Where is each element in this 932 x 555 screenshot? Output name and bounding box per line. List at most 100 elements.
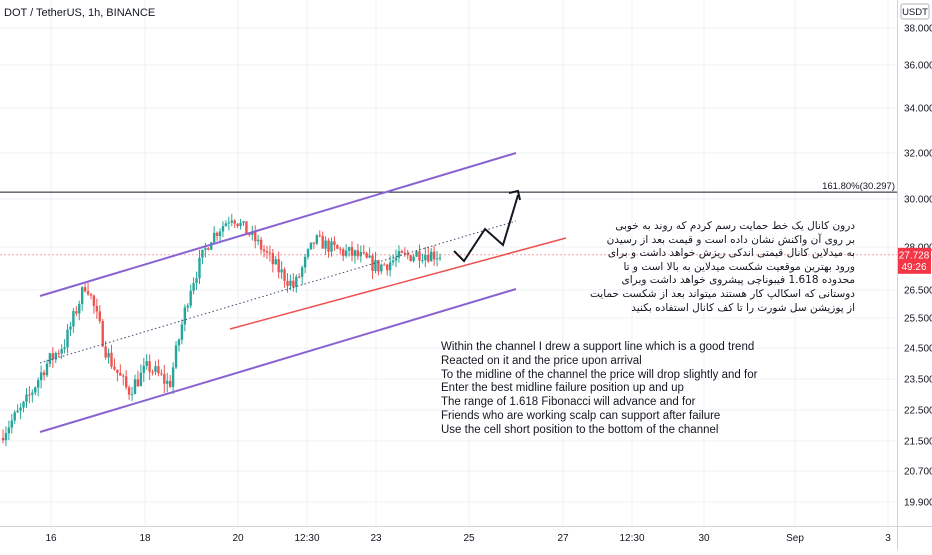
candle-body (336, 245, 339, 249)
english-note-line: Reacted on it and the price upon arrival (441, 354, 642, 367)
candle-body (362, 252, 365, 254)
candle-body (365, 253, 368, 258)
candle-body (39, 372, 43, 381)
candle-body (177, 339, 181, 346)
candle-body (28, 394, 31, 396)
price-tick-label: 32.000 (904, 149, 932, 160)
candle-body (300, 267, 304, 277)
price-tick-label: 19.900 (904, 498, 932, 509)
candle-body (248, 233, 251, 236)
candle-body (201, 249, 204, 258)
candle-body (78, 303, 81, 314)
candle-body (72, 311, 75, 327)
candle-body (245, 221, 248, 234)
projection-path[interactable] (453, 194, 519, 263)
candles[interactable] (1, 213, 442, 447)
countdown-label: 49:26 (901, 262, 926, 273)
price-tick-label: 22.500 (904, 406, 932, 417)
candle-body (10, 420, 13, 428)
channel-midline[interactable] (39, 220, 517, 364)
candle-body (371, 255, 374, 271)
candle-body (230, 220, 233, 223)
candle-body (344, 250, 348, 256)
candle-body (280, 269, 283, 273)
candle-body (227, 222, 231, 224)
last-price-badge (898, 247, 931, 274)
candle-body (283, 269, 286, 281)
candle-body (306, 249, 310, 257)
persian-note-line: محدوده 1.618 فیبوناچی پیشروی خواهد داشت … (621, 274, 855, 287)
candle-body (303, 256, 307, 268)
candle-body (60, 349, 63, 354)
candle-body (116, 369, 119, 373)
candle-body (63, 347, 66, 350)
candle-body (397, 251, 401, 258)
price-tick-label: 30.000 (904, 195, 932, 206)
candle-body (377, 260, 380, 272)
candle-body (57, 353, 60, 355)
candle-body (212, 232, 216, 243)
english-note-line: Friends who are working scalp can suppor… (441, 409, 721, 422)
candle-body (110, 352, 113, 367)
candle-body (107, 352, 110, 358)
candle-body (312, 242, 316, 244)
projection-arrowhead[interactable] (508, 189, 521, 201)
candle-body (48, 353, 52, 364)
candle-body (324, 240, 327, 249)
persian-note-line: درون کانال یک خط حمایت رسم کردم که روند … (615, 220, 855, 232)
fib-161-label: 161.80%(30.297) (822, 181, 895, 192)
candle-body (403, 252, 407, 254)
candle-body (432, 251, 436, 260)
candle-body (174, 345, 178, 368)
candle-body (142, 365, 145, 373)
time-tick-label: 30 (698, 533, 710, 544)
candle-body (309, 242, 313, 250)
candle-body (151, 371, 154, 373)
candle-body (51, 353, 55, 360)
candle-body (189, 290, 192, 306)
candle-body (221, 226, 225, 232)
candle-body (356, 250, 360, 257)
support-line[interactable] (229, 237, 567, 330)
candle-body (92, 295, 96, 307)
candle-body (119, 372, 122, 376)
candle-body (295, 276, 298, 287)
candle-body (224, 223, 228, 227)
channel-lower-line[interactable] (39, 288, 517, 433)
channel-upper-line[interactable] (39, 152, 517, 297)
time-tick-label: 23 (370, 533, 382, 544)
persian-note-line: دوستانی که اسکالپ کار هستند میتواند بعد … (590, 287, 855, 300)
candle-body (286, 280, 289, 286)
candle-body (136, 379, 140, 387)
candle-body (274, 259, 277, 265)
time-tick-label: 18 (139, 533, 151, 544)
candle-body (359, 252, 363, 257)
price-tick-label: 36.000 (904, 61, 932, 72)
candle-body (383, 264, 386, 266)
candle-body (350, 247, 354, 256)
time-tick-label: 25 (463, 533, 475, 544)
candle-body (25, 394, 28, 402)
candle-body (42, 372, 46, 376)
candle-body (124, 376, 128, 388)
candle-body (236, 223, 239, 227)
time-tick-label: 12:30 (619, 533, 644, 544)
candle-body (154, 366, 157, 372)
candle-body (75, 311, 78, 314)
price-tick-label: 20.700 (904, 467, 932, 478)
candle-body (380, 264, 383, 272)
candle-body (315, 235, 319, 244)
persian-note-line: به میدلاین کانال قیمتی اندکی ریزش خواهد … (607, 247, 855, 260)
currency-box (900, 3, 930, 20)
english-annotation: Within the channel I drew a support line… (441, 341, 757, 438)
candle-body (277, 259, 280, 273)
candle-body (233, 220, 236, 224)
candle-body (130, 394, 134, 396)
price-tick-label: 25.500 (904, 314, 932, 325)
english-note-line: Use the cell short position to the botto… (441, 423, 719, 436)
drawings[interactable]: 161.80%(30.297) (0, 152, 897, 433)
candle-body (127, 387, 131, 395)
candle-body (400, 251, 404, 253)
